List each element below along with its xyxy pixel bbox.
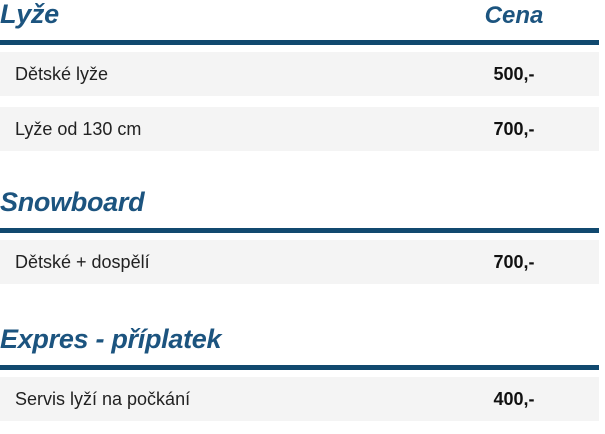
price-section: Snowboard Dětské + dospělí 700,- (0, 189, 599, 284)
item-label: Lyže od 130 cm (15, 118, 142, 139)
item-price: 700,- (493, 251, 535, 272)
item-price: 500,- (493, 63, 535, 84)
section-title: Expres - příplatek (0, 324, 222, 354)
item-price: 700,- (493, 118, 535, 139)
section-rows: Dětské lyže 500,- Lyže od 130 cm 700,- (0, 52, 599, 151)
table-row: Dětské + dospělí 700,- (0, 240, 599, 284)
price-section: Lyže Cena Dětské lyže 500,- Lyže od 130 … (0, 1, 599, 151)
section-rows: Dětské + dospělí 700,- (0, 240, 599, 284)
section-header: Expres - příplatek (0, 326, 599, 370)
section-header: Lyže Cena (0, 1, 599, 45)
price-list: Lyže Cena Dětské lyže 500,- Lyže od 130 … (0, 1, 599, 421)
table-row: Dětské lyže 500,- (0, 52, 599, 96)
price-column-header: Cena (484, 2, 544, 29)
table-row: Lyže od 130 cm 700,- (0, 107, 599, 151)
section-header: Snowboard (0, 189, 599, 233)
item-label: Dětské + dospělí (15, 251, 150, 272)
section-title: Lyže (0, 0, 59, 29)
section-rows: Servis lyží na počkání 400,- (0, 377, 599, 421)
section-title: Snowboard (0, 187, 145, 217)
item-label: Dětské lyže (15, 63, 109, 84)
item-price: 400,- (493, 388, 535, 409)
table-row: Servis lyží na počkání 400,- (0, 377, 599, 421)
item-label: Servis lyží na počkání (15, 388, 191, 409)
price-section: Expres - příplatek Servis lyží na počkán… (0, 326, 599, 421)
